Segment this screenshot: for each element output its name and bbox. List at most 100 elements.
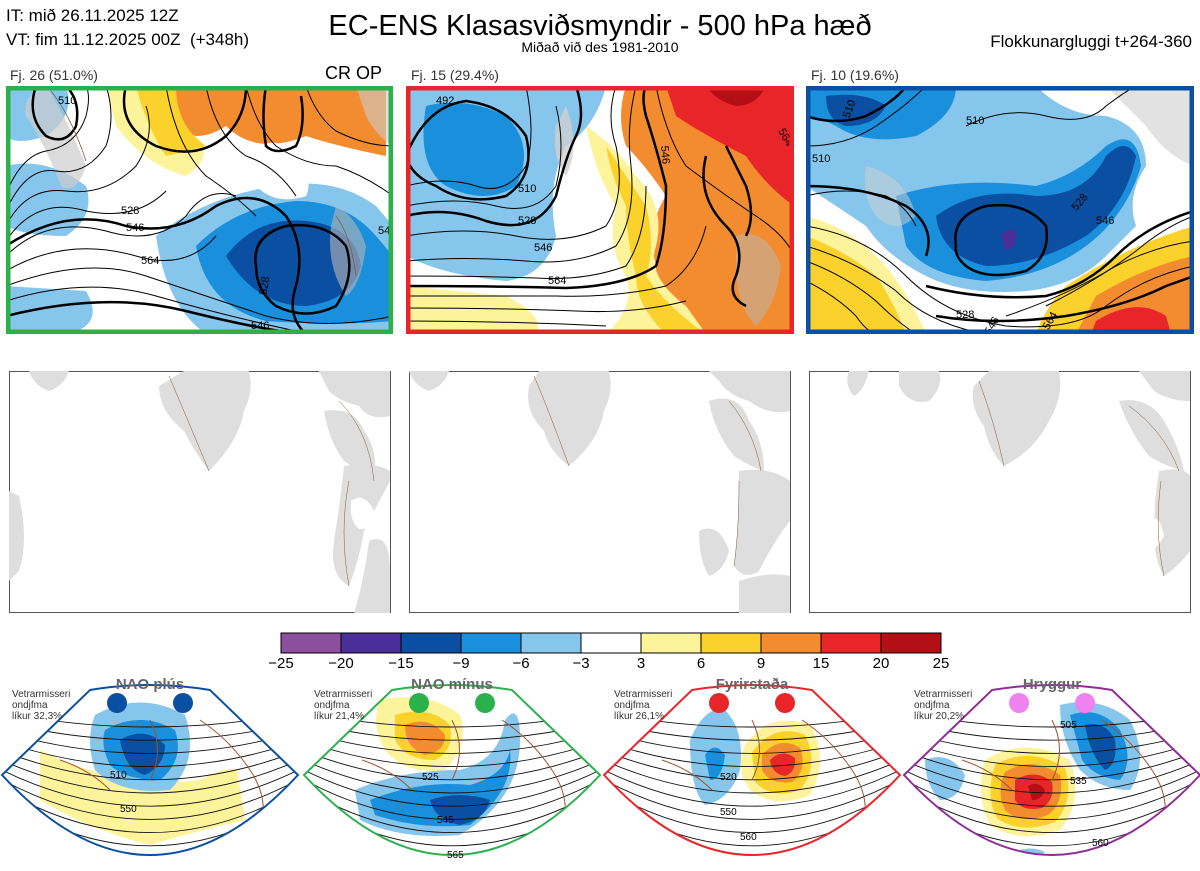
regime-info-line: líkur 26,1% xyxy=(614,711,665,722)
anomaly-area xyxy=(120,733,165,775)
regime-title: Hryggur xyxy=(1022,676,1082,693)
colorbar xyxy=(280,632,942,654)
colorbar-tick: −15 xyxy=(388,655,414,672)
contour-label: 505 xyxy=(1060,720,1077,731)
regime-marker xyxy=(775,693,795,713)
contour-label: 545 xyxy=(437,815,454,826)
colorbar-cell xyxy=(820,632,882,654)
height-contour xyxy=(904,763,1200,807)
cluster-2-label: Fj. 15 (29.4%) xyxy=(411,67,499,83)
colorbar-cell xyxy=(520,632,582,654)
colorbar-cell xyxy=(400,632,462,654)
colorbar-tick: 15 xyxy=(812,655,830,672)
anomaly-area xyxy=(430,795,490,825)
height-contour xyxy=(604,754,900,794)
height-contour xyxy=(2,736,298,767)
regime-marker xyxy=(475,693,495,713)
regime-border xyxy=(302,684,602,856)
cluster-map-1: 510 528 546 564 528 546 546 xyxy=(6,86,393,334)
regime-map: 525 545 565 xyxy=(302,684,602,861)
anomaly-area xyxy=(1085,724,1116,770)
regime-info-line: ondjfma xyxy=(314,700,350,711)
height-contour xyxy=(2,754,298,794)
cluster-2-border xyxy=(406,86,794,334)
height-contour xyxy=(2,772,298,820)
regime-info: Vetrarmisseri ondjfma líkur 26,1% xyxy=(614,689,672,722)
contour-label: 510 xyxy=(841,98,859,119)
regime-marker xyxy=(709,693,729,713)
contour-label: 550 xyxy=(120,804,137,815)
colorbar-tick: 9 xyxy=(756,655,766,672)
colorbar-tick: 20 xyxy=(872,655,890,672)
regime-info-line: ondjfma xyxy=(614,700,650,711)
contour-label: 546 xyxy=(534,242,552,254)
colorbar-cell xyxy=(340,632,402,654)
colorbar-cell xyxy=(640,632,702,654)
height-contour xyxy=(2,763,298,807)
contour-label: 510 xyxy=(58,95,76,107)
regime-border xyxy=(0,684,300,856)
regime-marker xyxy=(107,693,127,713)
height-contour xyxy=(304,736,600,767)
contour-label: 560 xyxy=(740,832,757,843)
regime-marker xyxy=(173,693,193,713)
cluster-map-3: 510 510 528 546 528 546 564 510 xyxy=(806,86,1194,334)
contour-label: 510 xyxy=(518,183,536,195)
valid-time: VT: fim 11.12.2025 00Z (+348h) xyxy=(6,30,250,49)
cluster-3-border xyxy=(806,86,1194,334)
regime-title: Fyrirstaða xyxy=(715,676,789,693)
cluster-1-border xyxy=(6,86,393,334)
contour-label: 510 xyxy=(812,153,830,165)
anomaly-area xyxy=(405,721,445,755)
contour-label: 564 xyxy=(548,275,566,287)
regime-info-line: ondjfma xyxy=(914,700,950,711)
contour-label: 546 xyxy=(126,222,144,234)
colorbar-tick: −3 xyxy=(572,655,590,672)
colorbar-cell xyxy=(460,632,522,654)
regime-info: Vetrarmisseri ondjfma líkur 20,2% xyxy=(914,689,972,722)
contour-label: 528 xyxy=(121,205,139,217)
regime-border xyxy=(902,684,1200,856)
regime-info-line: Vetrarmisseri xyxy=(314,689,373,700)
regime-marker xyxy=(409,693,429,713)
colorbar-tick: −6 xyxy=(512,655,530,672)
colorbar-cell xyxy=(880,632,942,654)
regime-map: 510 550 xyxy=(0,684,300,856)
regime-border xyxy=(602,684,902,856)
contour-label: 560 xyxy=(1092,838,1109,849)
contour-label: 564 xyxy=(141,255,159,267)
anomaly-area xyxy=(40,750,245,845)
contour-label: 510 xyxy=(966,115,984,127)
anomaly-area xyxy=(770,753,796,776)
contour-label: 546 xyxy=(658,145,672,164)
contour-label: 546 xyxy=(251,320,269,332)
height-contour xyxy=(904,754,1200,794)
colorbar-tick: 25 xyxy=(932,655,950,672)
anomaly-area xyxy=(1028,783,1045,800)
height-contour xyxy=(304,754,600,794)
colorbar-tick: −9 xyxy=(452,655,470,672)
empty-map-1 xyxy=(9,371,391,613)
regime-info-line: líkur 32,3% xyxy=(12,711,63,722)
contour-label: 535 xyxy=(1070,776,1087,787)
contour-label: 565 xyxy=(447,850,464,861)
height-contour xyxy=(304,763,600,807)
header-info: IT: mið 26.11.2025 12Z VT: fim 11.12.202… xyxy=(6,4,249,52)
regime-map: 520 550 560 xyxy=(602,684,902,856)
colorbar-cell xyxy=(700,632,762,654)
regime-marker xyxy=(1075,693,1095,713)
regime-info-line: líkur 20,2% xyxy=(914,711,965,722)
cluster-window: Flokkunargluggi t+264-360 xyxy=(990,32,1192,51)
regime-info-line: Vetrarmisseri xyxy=(12,689,71,700)
regime-title: NAO mínus xyxy=(411,676,493,693)
regime-info: Vetrarmisseri ondjfma líkur 32,3% xyxy=(12,689,70,722)
height-contour xyxy=(904,736,1200,767)
page-title: EC-ENS Klasasviðsmyndir - 500 hPa hæð xyxy=(328,10,872,42)
regime-info-line: Vetrarmisseri xyxy=(614,689,673,700)
height-contour xyxy=(604,763,900,807)
page-subtitle: Miðað við des 1981-2010 xyxy=(521,39,679,55)
colorbar-cell xyxy=(580,632,642,654)
cluster-map-2: 492 510 528 546 564 546 564 xyxy=(406,86,794,334)
anomaly-area xyxy=(925,757,965,800)
contour-label: 525 xyxy=(422,772,439,783)
